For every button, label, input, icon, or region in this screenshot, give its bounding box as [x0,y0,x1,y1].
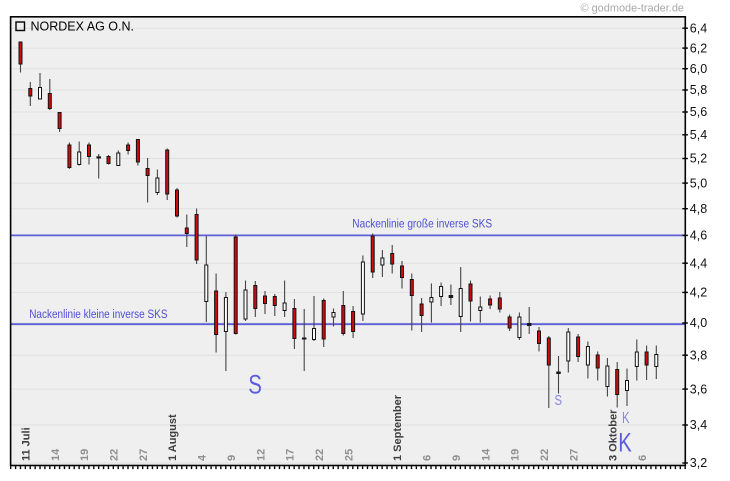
svg-text:1 August: 1 August [167,414,179,461]
svg-text:K: K [618,428,632,458]
svg-text:NORDEX AG O.N.: NORDEX AG O.N. [31,20,135,34]
svg-text:22: 22 [314,449,326,461]
svg-text:17: 17 [285,449,297,461]
svg-text:S: S [555,393,563,409]
svg-text:5,0: 5,0 [690,176,707,190]
svg-text:4,8: 4,8 [690,202,707,216]
svg-text:5,4: 5,4 [690,128,707,142]
svg-text:Nackenlinie große inverse SKS: Nackenlinie große inverse SKS [352,216,492,230]
svg-text:22: 22 [109,449,121,461]
svg-text:4,2: 4,2 [690,286,707,300]
svg-text:11 Juli: 11 Juli [21,427,33,461]
svg-text:4: 4 [197,454,209,461]
svg-text:4,0: 4,0 [690,316,707,330]
svg-text:4,6: 4,6 [690,229,707,243]
svg-text:© godmode-trader.de: © godmode-trader.de [581,3,685,15]
svg-text:S: S [248,370,262,400]
svg-text:5,2: 5,2 [690,152,707,166]
svg-text:27: 27 [138,449,150,461]
svg-text:14: 14 [480,448,492,461]
svg-text:9: 9 [451,455,463,461]
svg-text:5,8: 5,8 [690,83,707,97]
svg-text:3,4: 3,4 [690,418,707,432]
svg-text:6,4: 6,4 [690,21,707,35]
svg-text:3 Oktober: 3 Oktober [607,409,619,461]
svg-text:6: 6 [422,455,434,461]
svg-text:12: 12 [255,449,267,461]
svg-text:6: 6 [637,455,649,461]
svg-text:4,4: 4,4 [690,256,707,270]
svg-text:6,0: 6,0 [690,62,707,76]
svg-text:14: 14 [50,448,62,461]
svg-text:5,6: 5,6 [690,105,707,119]
svg-text:3,6: 3,6 [690,382,707,396]
svg-text:3,8: 3,8 [690,348,707,362]
svg-text:1 September: 1 September [392,394,404,461]
svg-text:3,2: 3,2 [690,456,707,470]
svg-text:9: 9 [226,455,238,461]
svg-text:27: 27 [568,449,580,461]
svg-text:K: K [622,410,630,427]
svg-text:19: 19 [79,449,91,461]
svg-text:25: 25 [343,449,355,461]
svg-text:Nackenlinie kleine inverse SKS: Nackenlinie kleine inverse SKS [29,307,167,321]
svg-text:22: 22 [539,449,551,461]
svg-text:19: 19 [510,449,522,461]
svg-text:6,2: 6,2 [690,41,707,55]
